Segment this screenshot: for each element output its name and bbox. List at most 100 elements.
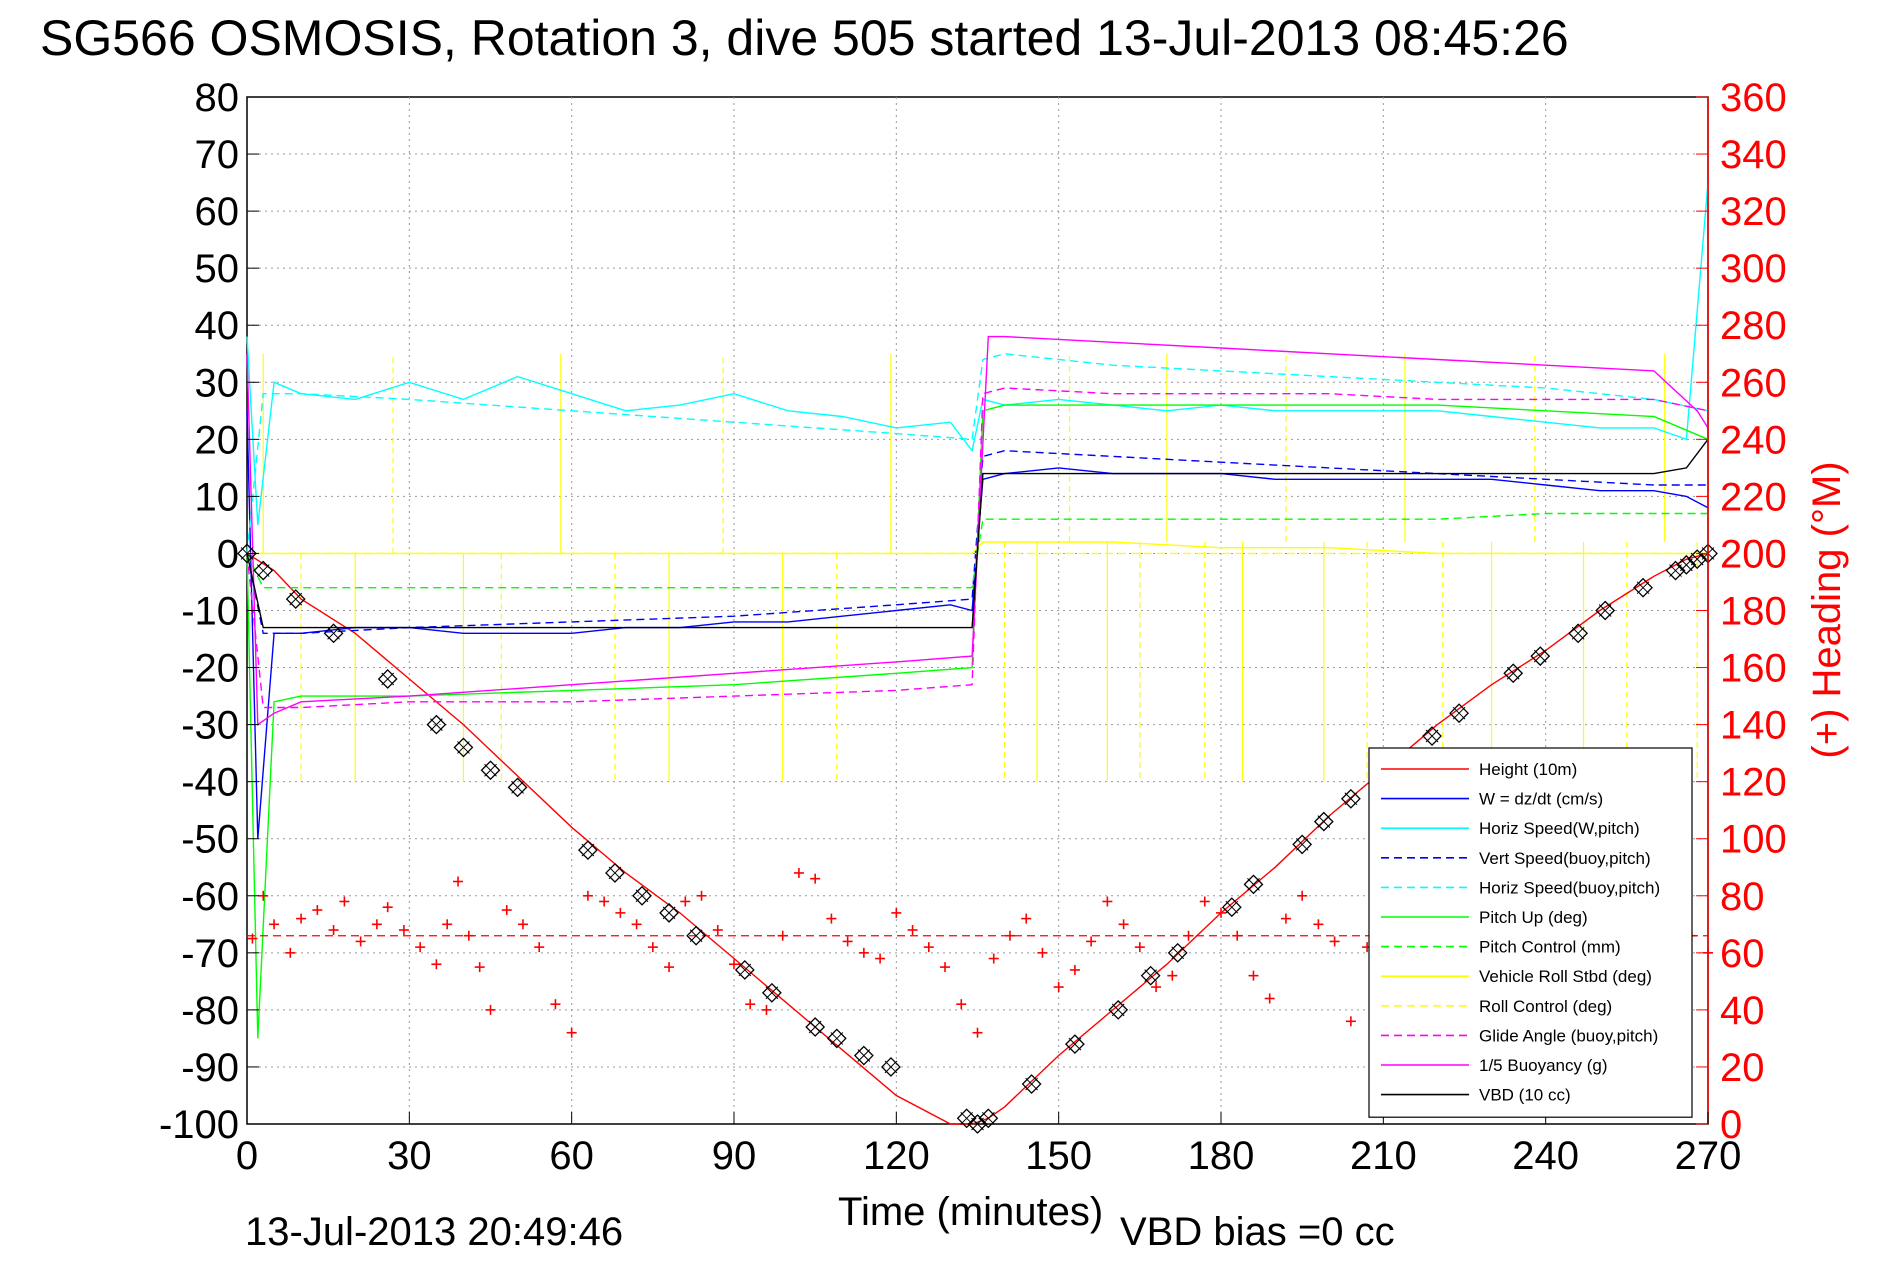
y-tick-label: -60 (181, 875, 239, 919)
chart-title: SG566 OSMOSIS, Rotation 3, dive 505 star… (40, 10, 1569, 66)
heading-point (582, 890, 593, 901)
legend-entry: Pitch Control (mm) (1479, 938, 1621, 957)
y2-tick-label: 220 (1720, 475, 1787, 519)
heading-point (631, 919, 642, 930)
dive-marker (1021, 1074, 1042, 1094)
dive-marker (453, 737, 474, 758)
legend-entry: Roll Control (deg) (1479, 997, 1612, 1016)
y-tick-label: -80 (181, 989, 239, 1033)
y-tick-label: 10 (195, 475, 240, 519)
dive-marker (323, 623, 344, 644)
y2-tick-label: 120 (1720, 761, 1787, 805)
dive-marker (853, 1045, 874, 1066)
y-tick-label: -40 (181, 761, 239, 805)
heading-point (810, 873, 821, 884)
dive-marker (1108, 999, 1129, 1020)
heading-point (431, 959, 442, 970)
y-axis-right-ticks: 3603403203002802602402202001801601401201… (1696, 76, 1787, 1147)
legend-entry: Pitch Up (deg) (1479, 908, 1588, 927)
heading-point (647, 942, 658, 953)
dive-marker (577, 840, 598, 861)
x-axis-label: Time (minutes) (838, 1190, 1103, 1234)
heading-point (956, 999, 967, 1010)
dive-marker (761, 982, 782, 1003)
heading-point (1021, 913, 1032, 924)
heading-point (842, 936, 853, 947)
heading-point (1069, 964, 1080, 975)
heading-point (940, 962, 951, 973)
y2-tick-label: 100 (1720, 818, 1787, 862)
heading-point (1118, 919, 1129, 930)
heading-point (296, 913, 307, 924)
heading-point (777, 930, 788, 941)
dive-marker (734, 960, 755, 980)
y2-tick-label: 40 (1720, 989, 1765, 1033)
dive-marker (1503, 663, 1524, 684)
y2-tick-label: 80 (1720, 875, 1765, 919)
dive-marker (1313, 811, 1334, 832)
heading-point (442, 919, 453, 930)
y-tick-label: 80 (195, 76, 240, 120)
dive-marker (978, 1108, 999, 1129)
heading-point (415, 942, 426, 953)
dive-marker (507, 777, 528, 798)
heading-point (247, 933, 258, 944)
heading-point (1134, 942, 1145, 953)
heading-point (453, 876, 464, 887)
y2-tick-label: 320 (1720, 190, 1787, 234)
series-line-11 (246, 438, 1709, 629)
dive-marker (1243, 874, 1264, 895)
heading-point (1297, 890, 1308, 901)
heading-point (1264, 993, 1275, 1004)
y-tick-label: 70 (195, 133, 240, 177)
dive-marker (1568, 623, 1589, 644)
x-tick-label: 0 (236, 1134, 258, 1178)
y2-tick-label: 240 (1720, 418, 1787, 462)
heading-point (1345, 1016, 1356, 1027)
heading-point (972, 1027, 983, 1038)
y2-tick-label: 60 (1720, 932, 1765, 976)
heading-point (1037, 947, 1048, 958)
series-line-4 (246, 353, 1709, 554)
heading-point (1216, 907, 1226, 918)
heading-point (745, 999, 756, 1010)
heading-point (712, 925, 723, 936)
series-line-2 (246, 182, 1709, 525)
y2-tick-label: 360 (1720, 76, 1787, 120)
heading-point (826, 913, 837, 924)
dive-marker (605, 863, 625, 883)
heading-point (1183, 930, 1194, 941)
legend-entry: 1/5 Buoyancy (g) (1479, 1056, 1608, 1075)
y-tick-label: -100 (159, 1103, 239, 1147)
heading-point (485, 1004, 496, 1015)
y2-tick-label: 280 (1720, 304, 1787, 348)
dive-marker (826, 1028, 847, 1049)
heading-point (312, 905, 323, 916)
dive-marker (659, 902, 679, 923)
heading-point (729, 959, 739, 970)
dive-marker (1221, 897, 1242, 918)
y-tick-label: -10 (181, 590, 239, 634)
y2-tick-label: 160 (1720, 647, 1787, 691)
y-tick-label: -70 (181, 932, 239, 976)
dive-marker (1340, 788, 1361, 809)
heading-point (1086, 936, 1097, 947)
heading-point (1167, 970, 1178, 981)
y-tick-label: -20 (181, 647, 239, 691)
x-tick-label: 150 (1025, 1134, 1092, 1178)
heading-point (761, 1004, 772, 1015)
legend-entry: VBD (10 cc) (1479, 1086, 1571, 1105)
dive-marker (1595, 600, 1616, 621)
y-tick-label: 60 (195, 190, 240, 234)
dive-marker (1530, 646, 1551, 667)
y-tick-label: 50 (195, 247, 240, 291)
vbd-bias-label: VBD bias =0 cc (1120, 1210, 1395, 1254)
legend: Height (10m) W = dz/dt (cm/s) Horiz Speed(… (1368, 747, 1693, 1118)
y-tick-label: 40 (195, 304, 240, 348)
legend-entry: Vehicle Roll Stbd (deg) (1479, 967, 1652, 986)
heading-point (1280, 913, 1291, 924)
heading-point (501, 905, 512, 916)
heading-point (875, 953, 886, 964)
heading-point (517, 919, 528, 930)
